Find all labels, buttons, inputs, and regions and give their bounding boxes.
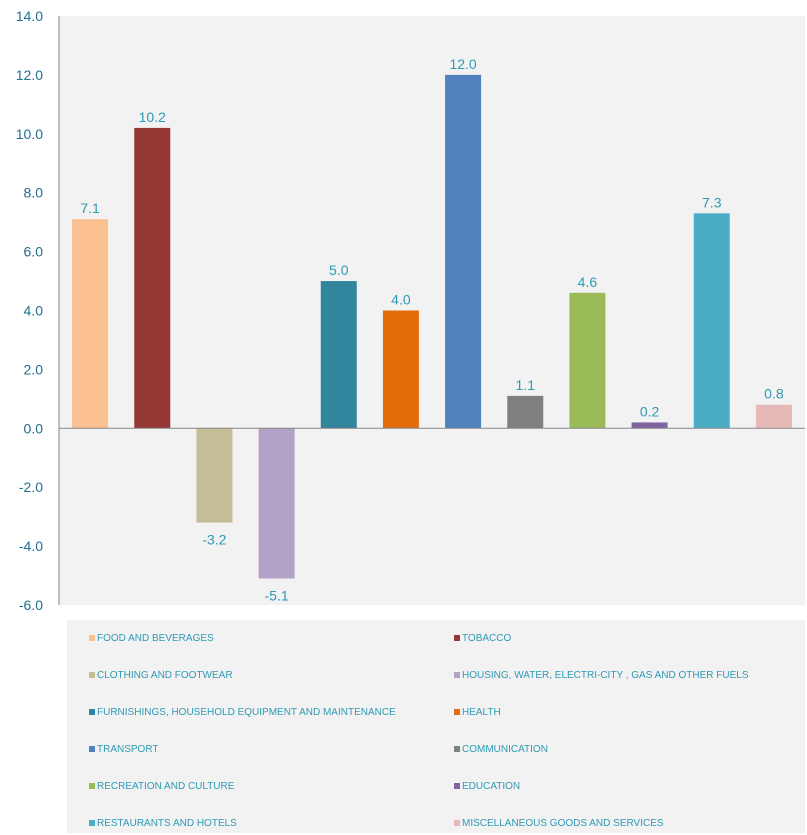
legend-label: RESTAURANTS AND HOTELS	[97, 817, 237, 829]
y-tick-label: -4.0	[19, 538, 43, 554]
bars	[72, 74, 792, 579]
legend-swatch	[454, 635, 460, 641]
bar	[320, 281, 357, 429]
bar-value-label: 4.6	[578, 274, 598, 290]
legend-swatch	[454, 783, 460, 789]
legend-label: CLOTHING AND FOOTWEAR	[97, 669, 233, 681]
plot-area	[59, 16, 805, 605]
legend-item: HOUSING, WATER, ELECTRI-CITY , GAS AND O…	[454, 668, 749, 682]
bar-value-label: 12.0	[449, 56, 476, 72]
y-tick-label: 6.0	[24, 244, 44, 260]
value-labels: 7.1 10.2 -3.2 -5.1 5.0 4.0 12.0 1.1 4.6 0.2 7.3 0.8	[80, 56, 784, 604]
legend-swatch	[454, 672, 460, 678]
bar-value-label: 0.8	[764, 386, 784, 402]
y-tick-label: 2.0	[24, 361, 44, 377]
legend-swatch	[89, 672, 95, 678]
legend-item: TRANSPORT	[89, 742, 159, 756]
legend-label: EDUCATION	[462, 780, 521, 792]
y-tick-label: 12.0	[16, 67, 43, 83]
legend-label: FURNISHINGS, HOUSEHOLD EQUIPMENT AND MAI…	[97, 706, 396, 718]
bar-value-label: 7.3	[702, 194, 722, 210]
legend-swatch	[89, 820, 95, 826]
bar	[258, 428, 295, 579]
legend-label: TRANSPORT	[97, 743, 159, 755]
bar	[134, 127, 171, 429]
y-tick-label: -6.0	[19, 597, 43, 613]
legend-swatch	[89, 709, 95, 715]
y-tick-label: -2.0	[19, 479, 43, 495]
bar-value-label: 1.1	[516, 377, 536, 393]
legend-item: HEALTH	[454, 705, 501, 719]
legend-item: FURNISHINGS, HOUSEHOLD EQUIPMENT AND MAI…	[89, 705, 396, 719]
legend-swatch	[89, 635, 95, 641]
legend-swatch	[89, 783, 95, 789]
bar	[569, 292, 606, 429]
legend-item: MISCELLANEOUS GOODS AND SERVICES	[454, 816, 664, 830]
bar	[196, 428, 233, 523]
bar	[72, 219, 109, 429]
legend-label: HOUSING, WATER, ELECTRI-CITY , GAS AND O…	[462, 669, 749, 681]
bar	[382, 310, 419, 429]
legend-swatch	[89, 746, 95, 752]
legend-item: CLOTHING AND FOOTWEAR	[89, 668, 233, 682]
y-tick-label: 10.0	[16, 126, 43, 142]
bar	[693, 213, 730, 429]
bar	[445, 74, 482, 429]
legend-item: TOBACCO	[454, 631, 511, 645]
bar	[507, 395, 544, 429]
bar-value-label: -3.2	[202, 532, 226, 548]
y-tick-label: 0.0	[24, 420, 44, 436]
legend-label: COMMUNICATION	[462, 743, 548, 755]
legend-item: COMMUNICATION	[454, 742, 548, 756]
bar-chart: 14.012.010.08.06.04.02.00.0-2.0-4.0-6.0 …	[16, 8, 805, 613]
legend-label: RECREATION AND CULTURE	[97, 780, 235, 792]
bar-value-label: 5.0	[329, 262, 349, 278]
bar-value-label: 0.2	[640, 403, 660, 419]
y-tick-label: 4.0	[24, 303, 44, 319]
bar-value-label: -5.1	[265, 587, 289, 603]
legend: FOOD AND BEVERAGES TOBACCO CLOTHING AND FO…	[67, 620, 805, 833]
bar-value-label: 10.2	[139, 109, 166, 125]
legend-label: HEALTH	[462, 706, 501, 718]
bar	[631, 422, 668, 429]
legend-label: MISCELLANEOUS GOODS AND SERVICES	[462, 817, 664, 829]
legend-swatch	[454, 820, 460, 826]
legend-item: RECREATION AND CULTURE	[89, 779, 234, 793]
legend-item: EDUCATION	[454, 779, 520, 793]
y-tick-label: 8.0	[24, 185, 44, 201]
legend-label: FOOD AND BEVERAGES	[97, 632, 214, 644]
legend-item: RESTAURANTS AND HOTELS	[89, 816, 237, 830]
bar-value-label: 7.1	[80, 200, 100, 216]
legend-swatch	[454, 746, 460, 752]
legend-item: FOOD AND BEVERAGES	[89, 631, 214, 645]
y-tick-label: 14.0	[16, 8, 43, 24]
bar-value-label: 4.0	[391, 292, 411, 308]
legend-swatch	[454, 709, 460, 715]
y-tick-labels: 14.0 12.0 10.0 8.0 6.0 4.0 2.0 0.0 -2.0 -4.0 -6.0	[16, 8, 43, 613]
bar	[755, 404, 792, 429]
legend-label: TOBACCO	[462, 632, 512, 644]
